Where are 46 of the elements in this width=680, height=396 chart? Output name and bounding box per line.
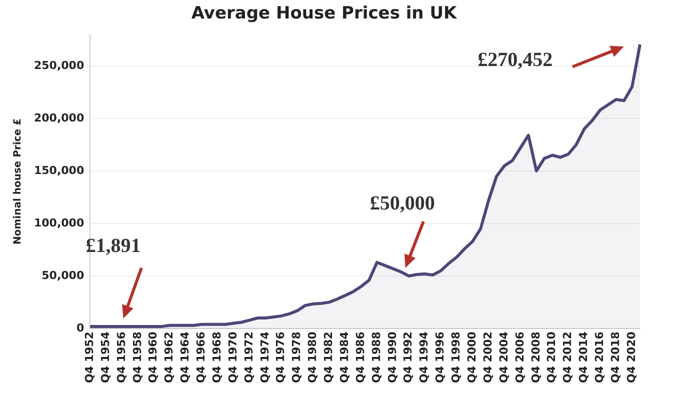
x-tick-label: Q4 2008 bbox=[529, 332, 542, 384]
x-tick-label: Q4 1954 bbox=[98, 331, 112, 384]
x-tick-label: Q4 1986 bbox=[354, 331, 367, 384]
x-tick-label: Q4 1994 bbox=[418, 331, 431, 384]
chart-title: Average House Prices in UK bbox=[191, 4, 458, 24]
y-tick-label: 150,000 bbox=[34, 164, 84, 177]
x-tick-label: Q4 1996 bbox=[434, 331, 447, 384]
x-tick-label: Q4 2006 bbox=[513, 331, 526, 384]
x-tick-label: Q4 1988 bbox=[370, 332, 383, 384]
x-tick-label: Q4 1962 bbox=[162, 332, 176, 384]
x-tick-label: Q4 2014 bbox=[577, 331, 590, 384]
x-tick-label: Q4 2002 bbox=[481, 332, 494, 384]
x-tick-label: Q4 1966 bbox=[194, 331, 208, 384]
x-tick-label: Q4 1968 bbox=[210, 332, 224, 384]
annotation: £270,452 bbox=[478, 48, 553, 71]
annotation: £50,000 bbox=[370, 192, 435, 214]
x-tick-label: Q4 2020 bbox=[624, 331, 638, 384]
x-tick-label: Q4 2016 bbox=[593, 331, 606, 384]
y-axis-title: Nominal house Price £ bbox=[12, 118, 24, 244]
x-tick-label: Q4 1992 bbox=[402, 332, 415, 384]
x-tick-label: Q4 2012 bbox=[561, 332, 574, 384]
x-tick-label: Q4 1952 bbox=[82, 332, 96, 384]
x-tick-label: Q4 1970 bbox=[226, 331, 240, 384]
x-tick-label: Q4 1956 bbox=[114, 331, 128, 384]
x-tick-label: Q4 2000 bbox=[466, 331, 478, 384]
x-tick-label: Q4 1976 bbox=[274, 331, 288, 384]
x-tick-label: Q4 1978 bbox=[290, 332, 304, 384]
annotation: £1,891 bbox=[86, 234, 141, 257]
y-tick-label: 50,000 bbox=[42, 268, 84, 282]
y-tick-label: 100,000 bbox=[34, 216, 84, 230]
y-tick-label: 0 bbox=[76, 321, 84, 334]
x-tick-label: Q4 1972 bbox=[242, 332, 256, 384]
y-tick-label: 250,000 bbox=[34, 58, 84, 72]
x-tick-label: Q4 2004 bbox=[497, 331, 510, 384]
x-tick-label: Q4 1998 bbox=[450, 332, 463, 384]
x-tick-label: Q4 1980 bbox=[306, 331, 320, 384]
y-tick-label: 200,000 bbox=[34, 111, 84, 124]
x-tick-label: Q4 1964 bbox=[178, 331, 192, 384]
x-tick-label: Q4 1982 bbox=[322, 332, 336, 384]
x-tick-label: Q4 2010 bbox=[545, 331, 558, 384]
x-tick-label: Q4 1990 bbox=[386, 331, 399, 384]
x-tick-label: Q4 2018 bbox=[608, 332, 622, 384]
x-tick-label: Q4 1984 bbox=[338, 331, 351, 384]
x-tick-label: Q4 1958 bbox=[130, 332, 144, 384]
x-tick-label: Q4 1960 bbox=[146, 331, 160, 384]
x-tick-label: Q4 1974 bbox=[258, 331, 272, 384]
